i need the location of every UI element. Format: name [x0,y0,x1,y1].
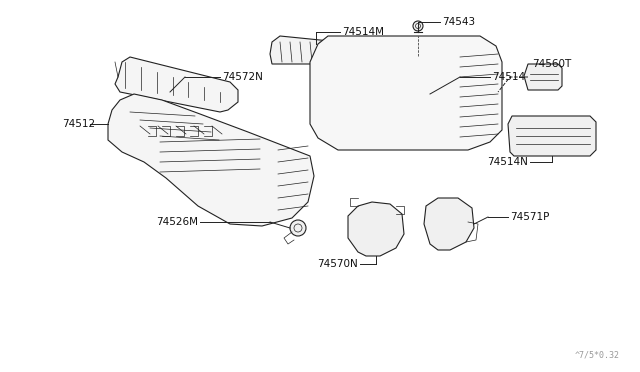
Text: 74572N: 74572N [222,72,263,82]
Polygon shape [424,198,474,250]
Text: 74560T: 74560T [532,59,572,69]
Text: 74514M: 74514M [342,27,384,37]
Text: 74526M: 74526M [156,217,198,227]
Polygon shape [115,57,238,112]
Polygon shape [508,116,596,156]
Text: 74514N: 74514N [487,157,528,167]
Polygon shape [524,64,562,90]
Polygon shape [348,202,404,256]
Text: 74543: 74543 [442,17,475,27]
Polygon shape [270,36,362,64]
Text: 74570N: 74570N [317,259,358,269]
Text: 74512: 74512 [62,119,95,129]
Text: ^7/5*0.32: ^7/5*0.32 [575,351,620,360]
Text: 74514: 74514 [492,72,525,82]
Polygon shape [108,94,314,226]
Circle shape [413,21,423,31]
Text: 74571P: 74571P [510,212,549,222]
Polygon shape [310,36,502,150]
Circle shape [290,220,306,236]
